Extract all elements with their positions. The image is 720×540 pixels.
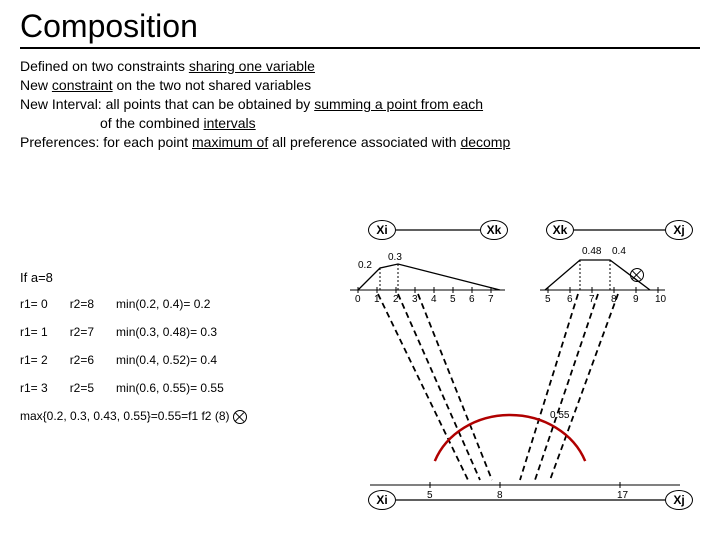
- text-underline: maximum of: [192, 134, 268, 150]
- tick-label: 6: [567, 294, 573, 305]
- text: New: [20, 77, 52, 93]
- text: New Interval: all points that can be obt…: [20, 96, 314, 112]
- label-048: 0.48: [582, 246, 601, 257]
- cell: r2=5: [70, 381, 94, 395]
- node-xi-top: Xi: [368, 220, 396, 240]
- computation-table: If a=8 r1= 0r2=8min(0.2, 0.4)= 0.2r1= 1r…: [20, 270, 247, 424]
- label-02: 0.2: [358, 260, 372, 271]
- tick-label: 8: [497, 490, 503, 501]
- cell: r2=7: [70, 325, 94, 339]
- tick-label: 1: [374, 294, 380, 305]
- node-xk-left: Xk: [480, 220, 508, 240]
- diagram-svg: [340, 220, 720, 530]
- text-underline: summing a point from each: [314, 96, 483, 112]
- if-condition: If a=8: [20, 270, 247, 285]
- tick-label: 7: [589, 294, 595, 305]
- node-xj-top: Xj: [665, 220, 693, 240]
- tick-label: 0: [355, 294, 361, 305]
- tick-label: 10: [655, 294, 666, 305]
- tick-label: 5: [450, 294, 456, 305]
- cell: min(0.6, 0.55)= 0.55: [116, 381, 224, 395]
- tick-label: 4: [431, 294, 437, 305]
- cell: min(0.3, 0.48)= 0.3: [116, 325, 217, 339]
- cell: r1= 1: [20, 325, 48, 339]
- text-underline: sharing one variable: [189, 58, 315, 74]
- node-xi-bottom: Xi: [368, 490, 396, 510]
- cell: r1= 3: [20, 381, 48, 395]
- label-03: 0.3: [388, 252, 402, 263]
- tick-label: 2: [393, 294, 399, 305]
- text: all preference associated with: [268, 134, 460, 150]
- diagram-area: Xi Xk Xk Xj Xi Xj 0.2 0.3 0.48 0.4 0.55 …: [340, 220, 720, 530]
- text: Defined on two constraints: [20, 58, 189, 74]
- tick-label: 9: [633, 294, 639, 305]
- tick-label: 17: [617, 490, 628, 501]
- text-underline: decomp: [460, 134, 510, 150]
- definition-text: Defined on two constraints sharing one v…: [0, 57, 720, 151]
- table-row: r1= 3 r2=5 min(0.6, 0.55)= 0.55: [20, 381, 247, 395]
- tick-label: 3: [412, 294, 418, 305]
- table-row: r1= 2 r2=6 min(0.4, 0.52)= 0.4: [20, 353, 247, 367]
- cell: min(0.4, 0.52)= 0.4: [116, 353, 217, 367]
- label-04: 0.4: [612, 246, 626, 257]
- cell: min(0.2, 0.4)= 0.2: [116, 297, 210, 311]
- tick-label: 5: [545, 294, 551, 305]
- tick-label: 7: [488, 294, 494, 305]
- text: max{0.2, 0.3, 0.43, 0.55}=0.55=f1 f2 (8): [20, 409, 229, 423]
- otimes-icon: [233, 410, 247, 424]
- text: on the two not shared variables: [113, 77, 311, 93]
- tick-label: 8: [611, 294, 617, 305]
- cell: r2=6: [70, 353, 94, 367]
- page-title: Composition: [0, 0, 720, 45]
- title-underline: [20, 47, 700, 49]
- table-row: r1= 0 r2=8 min(0.2, 0.4)= 0.2: [20, 297, 247, 311]
- text: Preferences: for each point: [20, 134, 192, 150]
- cell: r2=8: [70, 297, 94, 311]
- max-result: max{0.2, 0.3, 0.43, 0.55}=0.55=f1 f2 (8): [20, 409, 247, 424]
- node-xj-bottom: Xj: [665, 490, 693, 510]
- tick-label: 6: [469, 294, 475, 305]
- text-underline: constraint: [52, 77, 113, 93]
- otimes-icon: [630, 268, 644, 282]
- tick-label: 5: [427, 490, 433, 501]
- text: of the combined: [100, 115, 204, 131]
- label-055: 0.55: [550, 410, 569, 421]
- text-underline: intervals: [204, 115, 256, 131]
- table-row: r1= 1 r2=7 min(0.3, 0.48)= 0.3: [20, 325, 247, 339]
- node-xk-right: Xk: [546, 220, 574, 240]
- cell: r1= 0: [20, 297, 48, 311]
- cell: r1= 2: [20, 353, 48, 367]
